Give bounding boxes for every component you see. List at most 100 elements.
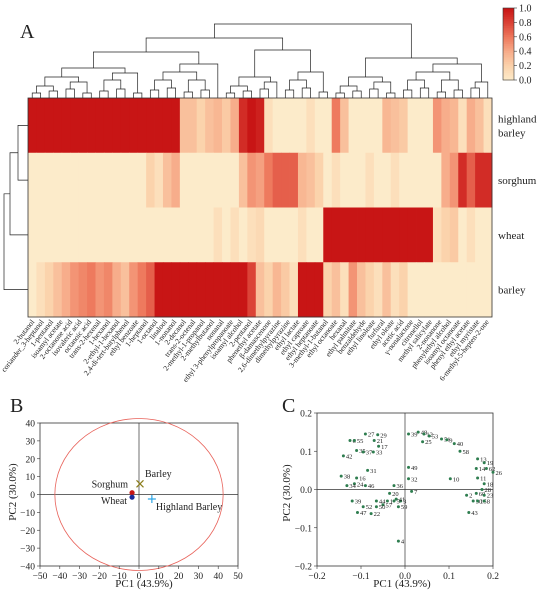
- heatmap-cell: [416, 262, 425, 318]
- heatmap-cell: [407, 152, 417, 208]
- heatmap-cell: [179, 98, 189, 154]
- dendrogram-branch: [318, 91, 328, 98]
- heatmap-cell: [188, 98, 198, 154]
- heatmap-cell: [196, 207, 206, 263]
- heatmap-cell: [432, 207, 442, 263]
- dendrogram-branch: [179, 63, 219, 98]
- dendrogram-branch: [82, 92, 92, 98]
- colorbar-tick-label: 0.4: [519, 47, 532, 58]
- heatmap-cell: [129, 207, 139, 263]
- heatmap-cell: [44, 152, 54, 208]
- c-score-point: [381, 503, 385, 507]
- heatmap-cell: [28, 262, 37, 318]
- b-marker-barley: [136, 479, 144, 488]
- dendrogram-branch: [474, 81, 489, 98]
- c-score-point: [372, 439, 376, 443]
- c-point-label: 21: [377, 438, 384, 445]
- c-point-label: 22: [374, 511, 381, 518]
- heatmap-cell: [78, 262, 88, 318]
- heatmap-cell: [95, 98, 105, 154]
- c-score-point: [491, 470, 495, 474]
- heatmap-cell: [36, 262, 46, 318]
- c-score-point: [422, 432, 426, 436]
- heatmap-cell: [323, 262, 333, 318]
- b-point-label: Sorghum: [92, 480, 129, 491]
- c-point-label: 14: [479, 466, 486, 473]
- c-point-label: 1: [390, 498, 393, 505]
- heatmap-cell: [205, 262, 214, 318]
- c-xtick-label: 0.0: [399, 572, 411, 582]
- heatmap-cell: [137, 262, 147, 318]
- c-score-point: [482, 493, 486, 497]
- heatmap-cell: [95, 262, 105, 318]
- heatmap-cell: [272, 207, 282, 263]
- b-marker-highland-barley: [147, 494, 156, 503]
- c-point-label: 7: [414, 489, 418, 496]
- dendrogram-branch: [407, 79, 425, 90]
- c-score-point: [440, 437, 444, 441]
- b-marker-sorghum: [129, 490, 135, 496]
- heatmap-cell: [222, 152, 231, 208]
- heatmap-cell: [331, 152, 341, 208]
- dendrogram-branch: [225, 92, 236, 98]
- colorbar-segment: [503, 58, 514, 61]
- score-plot-area: −0.2−0.10.00.10.2−0.2−0.10.00.10.2272965…: [295, 410, 503, 583]
- panel-label-a: A: [20, 21, 35, 43]
- heatmap-cell: [314, 207, 324, 263]
- dendrogram-branch: [44, 76, 79, 86]
- heatmap-cell: [247, 262, 257, 318]
- colorbar-border: [502, 7, 515, 81]
- heatmap-cell: [146, 262, 155, 318]
- heatmap-cell: [247, 98, 257, 154]
- heatmap-cell: [272, 98, 282, 154]
- c-xlabel: PC1 (43.9%): [373, 578, 431, 590]
- heatmap-cell: [112, 152, 122, 208]
- colorbar-tick-label: 0.0: [519, 76, 532, 87]
- c-point-label: 38: [344, 474, 351, 481]
- heatmap-cell: [432, 262, 442, 318]
- heatmap-cell: [407, 207, 417, 263]
- colorbar-segment: [503, 71, 514, 74]
- heatmap-cell: [162, 207, 172, 263]
- c-point-label: 23: [487, 493, 494, 500]
- heatmap-cell: [483, 98, 493, 154]
- heatmap-cell: [306, 98, 316, 154]
- dendrogram-branch: [48, 90, 58, 98]
- dendrogram-branch: [419, 87, 430, 98]
- c-point-label: 27: [368, 432, 375, 439]
- b-ytick-label: 0: [30, 491, 35, 501]
- heatmap-cell: [281, 207, 290, 263]
- heatmap-cell: [289, 262, 299, 318]
- heatmap-cell: [432, 152, 442, 208]
- heatmap-cells: [27, 97, 493, 318]
- heatmap-cell: [87, 98, 96, 154]
- heatmap-cell: [70, 98, 80, 154]
- heatmap-cell: [449, 152, 459, 208]
- c-point-label: 9: [449, 437, 452, 444]
- heatmap-cell: [179, 152, 189, 208]
- colorbar-segment: [503, 67, 514, 70]
- colorbar-segment: [503, 38, 514, 41]
- dendrogram-branch: [154, 79, 172, 90]
- c-point-label: 40: [457, 441, 464, 448]
- c-xtick-label: 0.2: [487, 572, 499, 582]
- c-score-point: [348, 439, 352, 443]
- c-ytick-label: 0.1: [300, 448, 312, 458]
- heatmap-cell: [61, 98, 71, 154]
- heatmap-cell: [179, 207, 189, 263]
- heatmap-cell: [196, 98, 206, 154]
- row-label: highland barley: [498, 113, 537, 139]
- heatmap-cell: [357, 152, 366, 208]
- heatmap-cell: [432, 98, 442, 154]
- heatmap-cell: [230, 152, 240, 208]
- c-point-label: 32: [411, 476, 418, 483]
- c-point-label: 62: [489, 466, 496, 473]
- c-score-point: [416, 430, 420, 434]
- colorbar-segment: [503, 36, 514, 40]
- c-score-point: [471, 499, 475, 503]
- heatmap-cell: [357, 98, 366, 154]
- b-point-label: Barley: [145, 469, 172, 480]
- score-panel: C −0.2 −0.1 0.0 0.1 0.2−0.2−0.10.00.10.227 29…: [281, 395, 503, 590]
- heatmap-cell: [373, 98, 383, 154]
